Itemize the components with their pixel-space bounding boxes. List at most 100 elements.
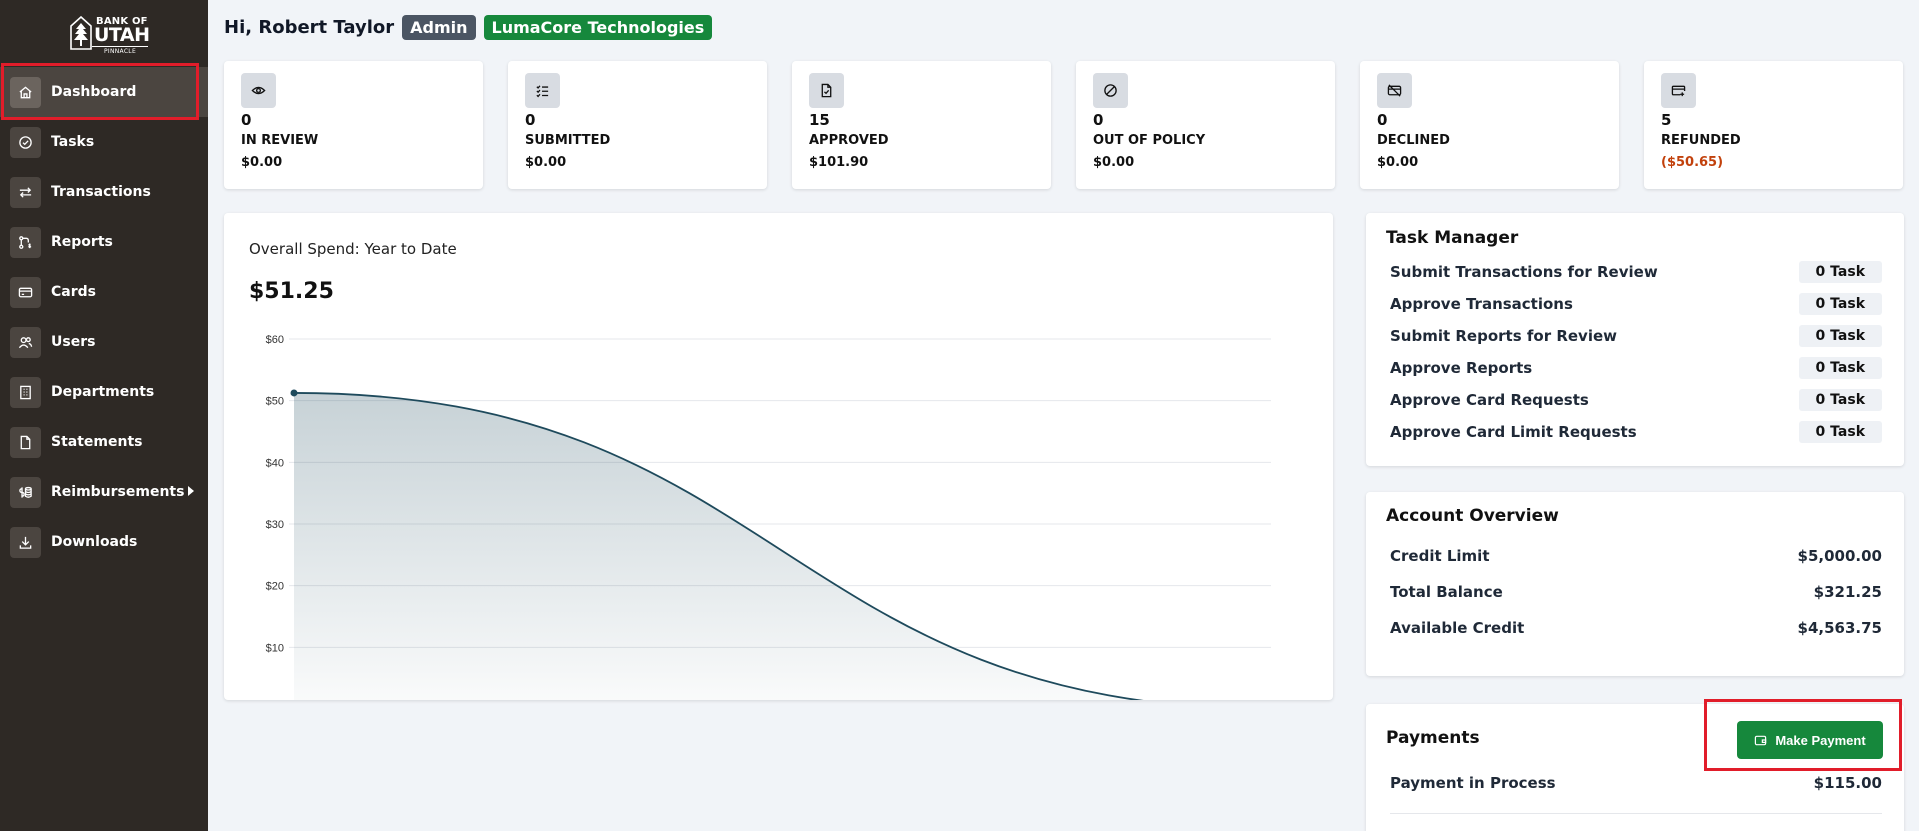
task-label: Submit Transactions for Review <box>1390 263 1658 281</box>
caret-right-icon[interactable] <box>188 486 194 496</box>
make-payment-button[interactable]: Make Payment <box>1737 721 1883 759</box>
stat-amount: ($50.65) <box>1661 155 1724 170</box>
sidebar-item-departments[interactable]: Departments <box>0 367 208 417</box>
data-point[interactable] <box>290 389 298 397</box>
sidebar-item-label: Cards <box>51 284 96 300</box>
sidebar-item-downloads[interactable]: Downloads <box>0 517 208 567</box>
y-tick-label: $10 <box>266 642 284 654</box>
task-label: Approve Card Limit Requests <box>1390 423 1637 441</box>
sidebar-item-label: Transactions <box>51 184 151 200</box>
file-icon <box>10 426 41 458</box>
card-icon <box>10 276 41 308</box>
y-tick-label: $20 <box>266 581 284 593</box>
coins-icon <box>10 476 41 508</box>
home-icon <box>10 76 41 108</box>
stat-card-out-of-policy[interactable]: 0 OUT OF POLICY $0.00 <box>1076 61 1335 189</box>
sidebar-item-users[interactable]: Users <box>0 317 208 367</box>
payment-row-label: Payment in Process <box>1390 774 1556 792</box>
stat-count: 0 <box>241 111 252 129</box>
stat-amount: $0.00 <box>1093 155 1135 170</box>
task-label: Submit Reports for Review <box>1390 327 1617 345</box>
brand-line-3: PINNACLE <box>92 46 148 55</box>
stat-name: REFUNDED <box>1661 133 1741 148</box>
sidebar-item-label: Statements <box>51 434 143 450</box>
sidebar-item-label: Reimbursements <box>51 484 185 500</box>
stat-amount: $0.00 <box>525 155 567 170</box>
account-row-label: Available Credit <box>1390 619 1525 637</box>
stat-amount: $0.00 <box>241 155 283 170</box>
ban-icon <box>1093 73 1128 108</box>
arrows-icon <box>10 176 41 208</box>
account-overview-card: Account Overview Credit Limit $5,000.00 … <box>1366 492 1904 676</box>
stat-name: APPROVED <box>809 133 889 148</box>
company-badge: LumaCore Technologies <box>483 15 713 40</box>
sidebar-item-cards[interactable]: Cards <box>0 267 208 317</box>
download-icon <box>10 526 41 558</box>
chart-total: $51.25 <box>249 279 334 304</box>
users-icon <box>10 326 41 358</box>
bank-logo[interactable]: BANK OF UTAH PINNACLE <box>68 14 152 56</box>
payment-row: Payment in Process $115.00 <box>1390 774 1882 792</box>
sidebar-nav: Dashboard Tasks Transactions Reports Car… <box>0 67 208 567</box>
y-tick-label: $50 <box>266 396 284 408</box>
account-row-value: $321.25 <box>1813 583 1882 601</box>
page-header: Hi, Robert Taylor Admin LumaCore Technol… <box>224 15 713 40</box>
stat-card-refunded[interactable]: 5 REFUNDED ($50.65) <box>1644 61 1903 189</box>
task-row[interactable]: Submit Reports for Review 0 Task <box>1390 320 1882 352</box>
task-count-badge: 0 Task <box>1798 325 1882 347</box>
stat-count: 5 <box>1661 111 1672 129</box>
account-row-label: Total Balance <box>1390 583 1503 601</box>
check-circle-icon <box>10 126 41 158</box>
stat-card-declined[interactable]: 0 DECLINED $0.00 <box>1360 61 1619 189</box>
sidebar-item-reimbursements[interactable]: Reimbursements <box>0 467 208 517</box>
stat-name: DECLINED <box>1377 133 1450 148</box>
role-badge: Admin <box>402 15 476 40</box>
task-row[interactable]: Approve Transactions 0 Task <box>1390 288 1882 320</box>
tree-logo-icon <box>70 16 92 50</box>
task-row[interactable]: Approve Card Limit Requests 0 Task <box>1390 416 1882 448</box>
task-row[interactable]: Approve Reports 0 Task <box>1390 352 1882 384</box>
stat-amount: $101.90 <box>809 155 869 170</box>
account-row: Total Balance $321.25 <box>1390 583 1882 601</box>
brand-line-2: UTAH <box>94 24 150 46</box>
stat-card-in-review[interactable]: 0 IN REVIEW $0.00 <box>224 61 483 189</box>
sidebar-item-reports[interactable]: Reports <box>0 217 208 267</box>
stat-card-submitted[interactable]: 0 SUBMITTED $0.00 <box>508 61 767 189</box>
wallet-icon <box>1755 735 1767 745</box>
stat-count: 0 <box>1377 111 1388 129</box>
account-row-value: $4,563.75 <box>1797 619 1882 637</box>
stat-name: IN REVIEW <box>241 133 319 148</box>
account-row: Available Credit $4,563.75 <box>1390 619 1882 637</box>
sidebar-item-tasks[interactable]: Tasks <box>0 117 208 167</box>
task-row[interactable]: Submit Transactions for Review 0 Task <box>1390 256 1882 288</box>
spend-line <box>293 392 1145 700</box>
task-label: Approve Transactions <box>1390 295 1573 313</box>
y-tick-label: $60 <box>266 334 284 346</box>
report-icon <box>10 226 41 258</box>
account-overview-title: Account Overview <box>1386 506 1559 526</box>
make-payment-label: Make Payment <box>1775 732 1866 748</box>
sidebar-item-statements[interactable]: Statements <box>0 417 208 467</box>
account-row-label: Credit Limit <box>1390 547 1490 565</box>
task-row[interactable]: Approve Card Requests 0 Task <box>1390 384 1882 416</box>
stat-name: OUT OF POLICY <box>1093 133 1206 148</box>
greeting: Hi, Robert Taylor <box>224 17 395 38</box>
card-refund-icon <box>1661 73 1696 108</box>
sidebar-item-transactions[interactable]: Transactions <box>0 167 208 217</box>
stat-card-approved[interactable]: 15 APPROVED $101.90 <box>792 61 1051 189</box>
stat-count: 0 <box>1093 111 1104 129</box>
make-payment-highlight-box <box>1704 699 1902 771</box>
payment-row-value: $115.00 <box>1813 774 1882 792</box>
task-count-badge: 0 Task <box>1798 357 1882 379</box>
sidebar-item-label: Departments <box>51 384 155 400</box>
sidebar-item-dashboard[interactable]: Dashboard <box>0 67 208 117</box>
task-count-badge: 0 Task <box>1798 421 1882 443</box>
spend-chart: $0$10$20$30$40$50$60 Oct 2025Nov 2025 <box>266 334 1271 700</box>
building-icon <box>10 376 41 408</box>
brand-line-1: BANK OF <box>96 16 148 27</box>
checklist-icon <box>525 73 560 108</box>
task-manager-card: Task Manager Submit Transactions for Rev… <box>1366 213 1904 466</box>
sidebar-item-label: Downloads <box>51 534 138 550</box>
payments-title: Payments <box>1386 728 1480 748</box>
spend-chart-card: Overall Spend: Year to Date $51.25 $0$10… <box>224 213 1333 700</box>
